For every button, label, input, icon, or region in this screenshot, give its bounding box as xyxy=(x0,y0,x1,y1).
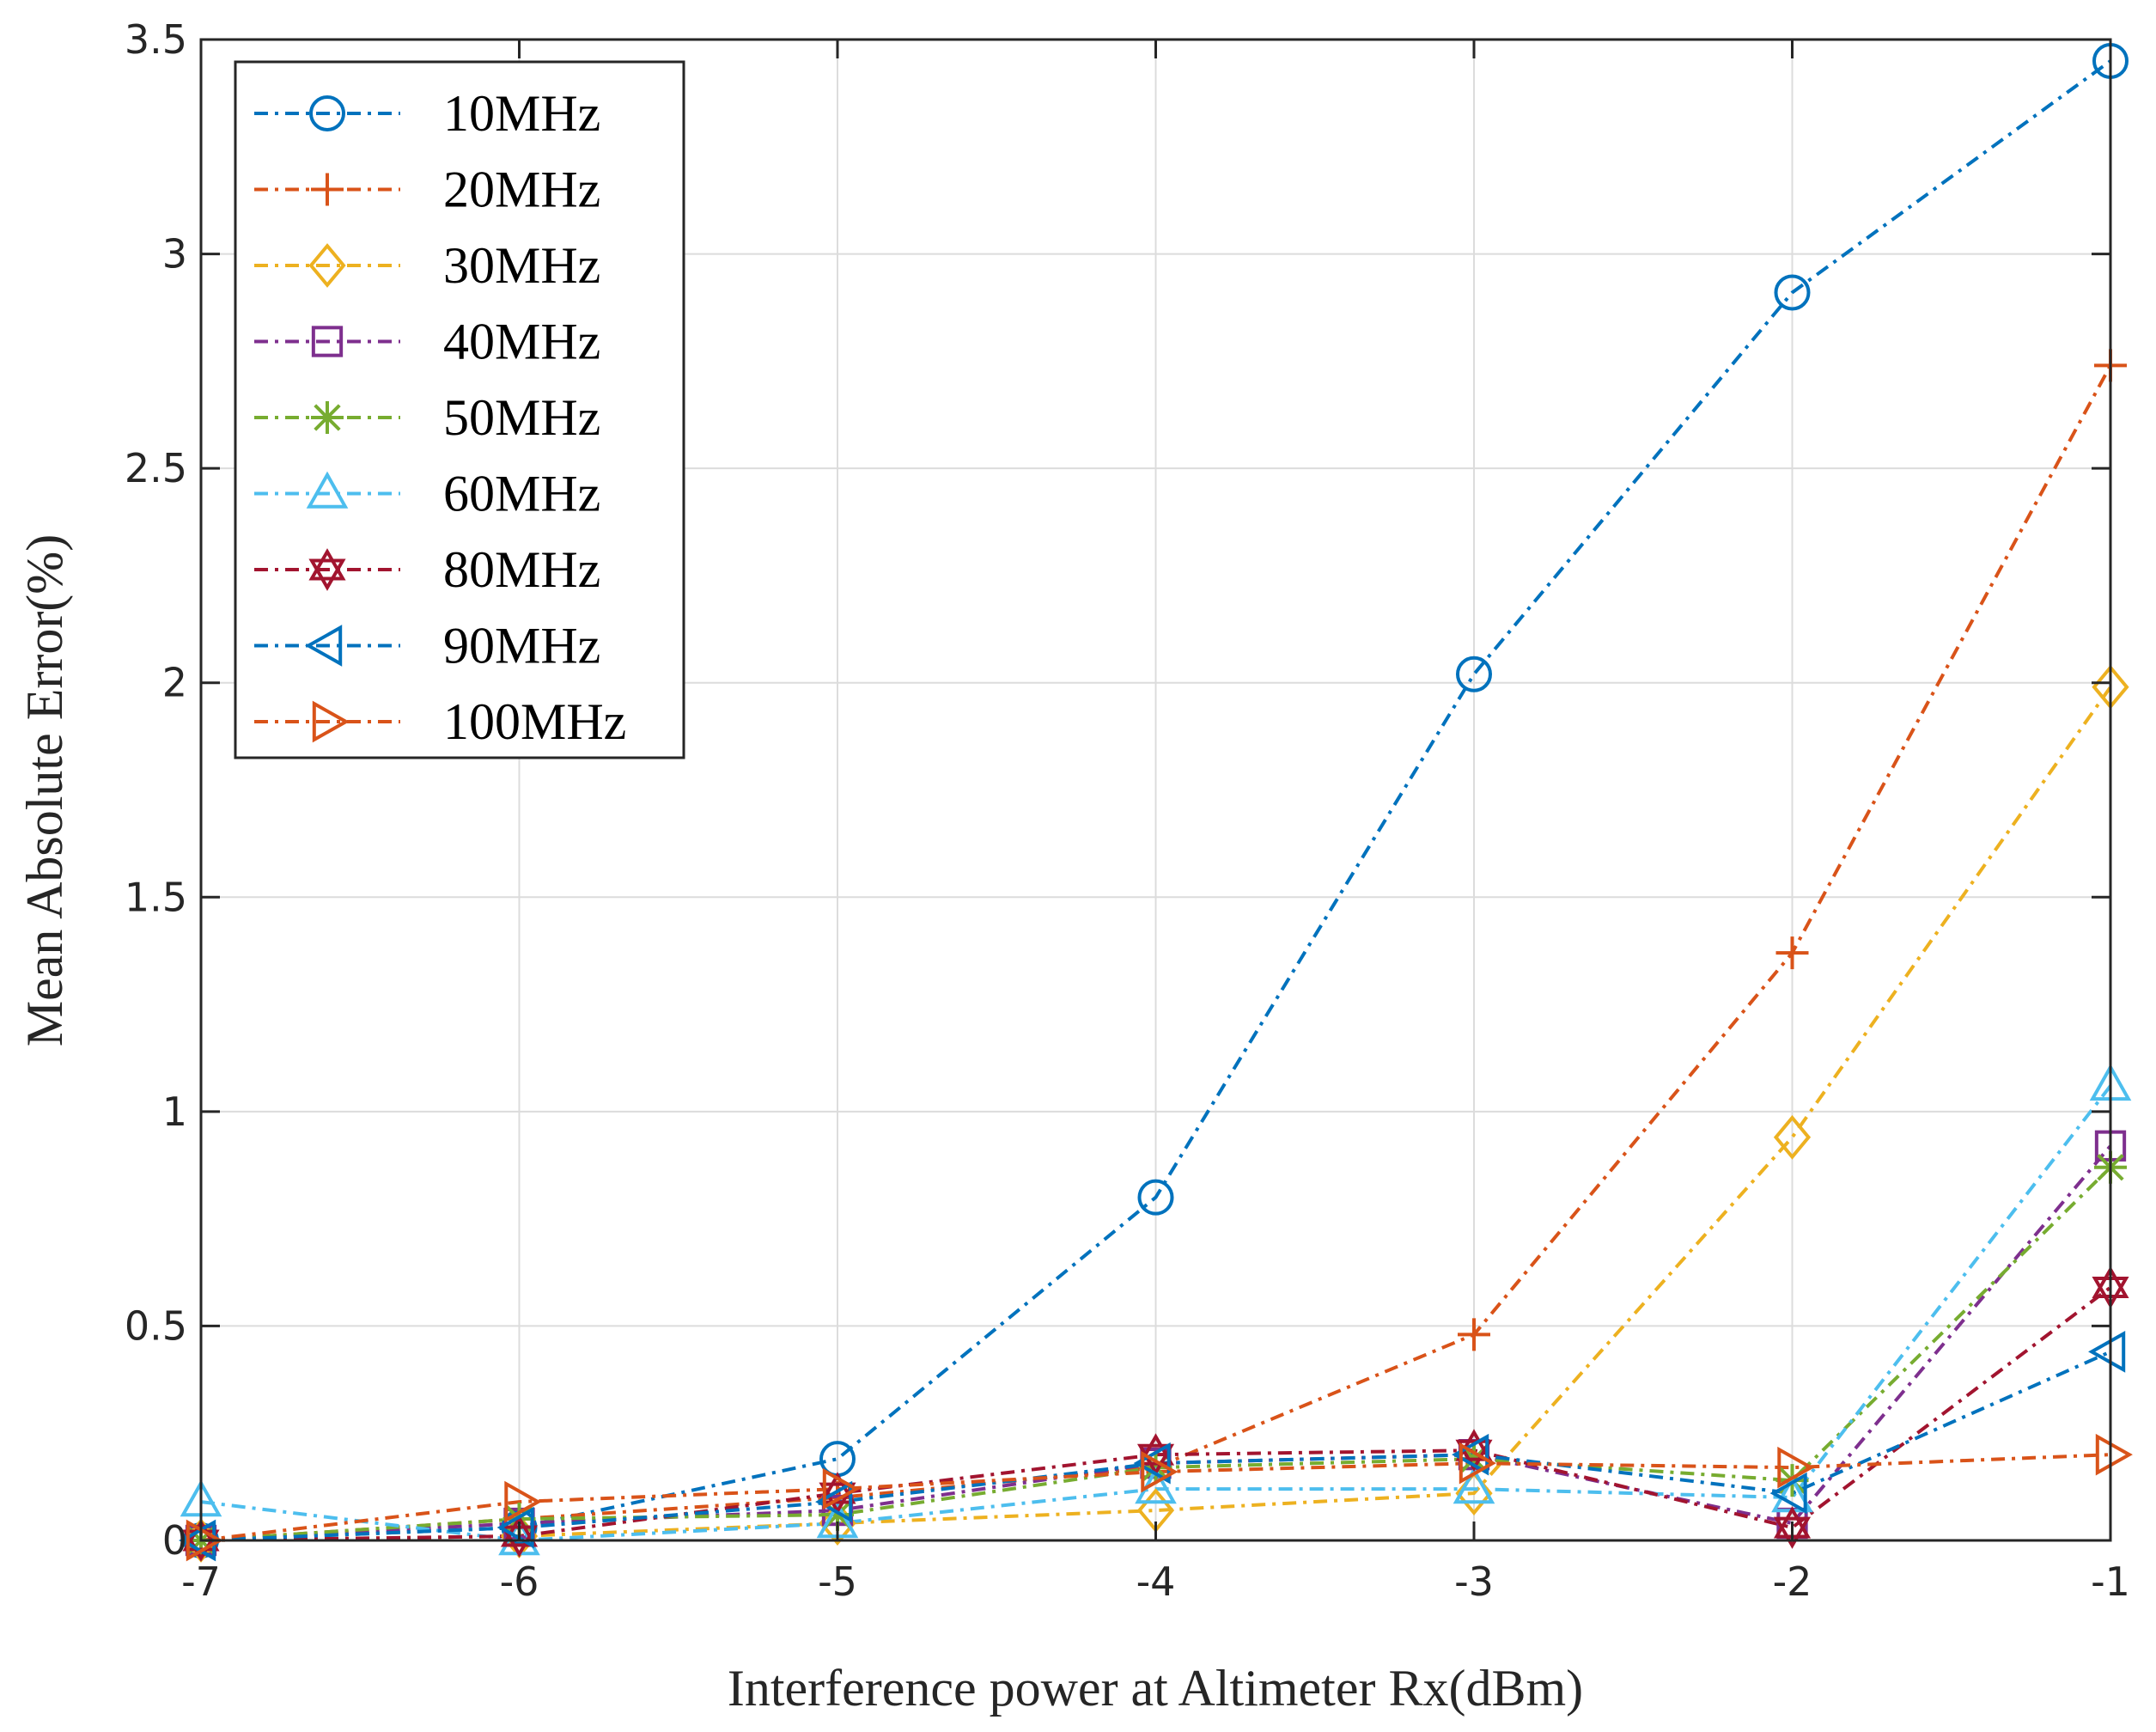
y-tick-label: 3.5 xyxy=(125,16,187,63)
data-point-30MHz xyxy=(1773,1114,1812,1160)
y-tick-label: 1.5 xyxy=(125,874,187,920)
data-point-20MHz xyxy=(1775,936,1809,970)
legend-marker-30MHz xyxy=(308,243,346,288)
tick-labels: -7 -6 -5 -4 -3 -2 -1 0 0.5 1 1.5 2 2.5 3 3.5 xyxy=(125,16,2130,1605)
legend-label: 20MHz xyxy=(443,162,600,218)
x-tick-label: -6 xyxy=(500,1558,539,1605)
y-tick-label: 0 xyxy=(162,1517,187,1564)
legend: 10MHz 20MHz 30MHz 40MHz 50MHz 60MHz 80MHz 90MHz… xyxy=(234,60,685,759)
data-point-10MHz xyxy=(1456,656,1492,692)
data-point-100MHz xyxy=(186,1519,223,1562)
legend-label: 80MHz xyxy=(443,541,600,598)
y-tick-label: 3 xyxy=(162,231,187,277)
y-tick-label: 2 xyxy=(162,660,187,706)
x-tick-label: -3 xyxy=(1454,1558,1494,1605)
x-tick-label: -4 xyxy=(1136,1558,1176,1605)
y-tick-label: 2.5 xyxy=(125,445,187,491)
legend-label: 100MHz xyxy=(443,693,626,750)
legend-marker-100MHz xyxy=(312,700,350,743)
x-tick-label: -2 xyxy=(1773,1558,1812,1605)
legend-label: 30MHz xyxy=(443,237,600,294)
x-tick-label: -7 xyxy=(181,1558,221,1605)
y-tick-label: 1 xyxy=(162,1089,187,1135)
x-tick-label: -1 xyxy=(2091,1558,2130,1605)
data-point-10MHz xyxy=(1774,274,1811,311)
legend-marker-40MHz xyxy=(311,326,344,357)
y-axis-title: Mean Absolute Error(%) xyxy=(16,534,73,1046)
data-point-90MHz xyxy=(1133,1442,1171,1485)
axis-ticks xyxy=(199,38,2112,1542)
y-tick-label: 0.5 xyxy=(125,1302,187,1349)
legend-label: 60MHz xyxy=(443,466,600,522)
legend-box xyxy=(234,60,685,759)
data-point-100MHz xyxy=(822,1467,860,1510)
series-markers xyxy=(179,42,2133,1563)
data-point-100MHz xyxy=(1141,1450,1178,1493)
data-point-10MHz xyxy=(1137,1179,1174,1216)
data-point-100MHz xyxy=(1459,1442,1496,1485)
legend-label: 90MHz xyxy=(443,618,600,674)
data-point-90MHz xyxy=(1452,1433,1489,1476)
legend-label: 40MHz xyxy=(443,314,600,370)
data-point-100MHz xyxy=(504,1480,542,1523)
data-point-90MHz xyxy=(2088,1331,2126,1373)
data-point-60MHz xyxy=(1453,1467,1495,1504)
x-axis-title: Interference power at Altimeter Rx(dBm) xyxy=(728,1660,1583,1717)
data-point-20MHz xyxy=(1458,1318,1490,1351)
data-point-90MHz xyxy=(1769,1472,1807,1515)
legend-label: 50MHz xyxy=(443,389,600,446)
legend-marker-20MHz xyxy=(311,173,344,206)
data-point-100MHz xyxy=(1777,1446,1815,1489)
legend-marker-60MHz xyxy=(306,471,349,509)
legend-marker-80MHz xyxy=(308,548,346,591)
legend-marker-50MHz xyxy=(311,401,344,434)
data-point-50MHz xyxy=(821,1498,854,1532)
legend-marker-90MHz xyxy=(305,625,343,667)
series-line-100MHz xyxy=(200,1453,2111,1542)
legend-label: 10MHz xyxy=(443,85,600,142)
data-point-90MHz xyxy=(815,1480,853,1523)
x-tick-label: -5 xyxy=(818,1558,857,1605)
legend-marker-10MHz xyxy=(309,95,345,131)
data-point-90MHz xyxy=(496,1506,534,1549)
data-point-100MHz xyxy=(2095,1433,2133,1476)
data-point-80MHz xyxy=(1455,1429,1493,1473)
